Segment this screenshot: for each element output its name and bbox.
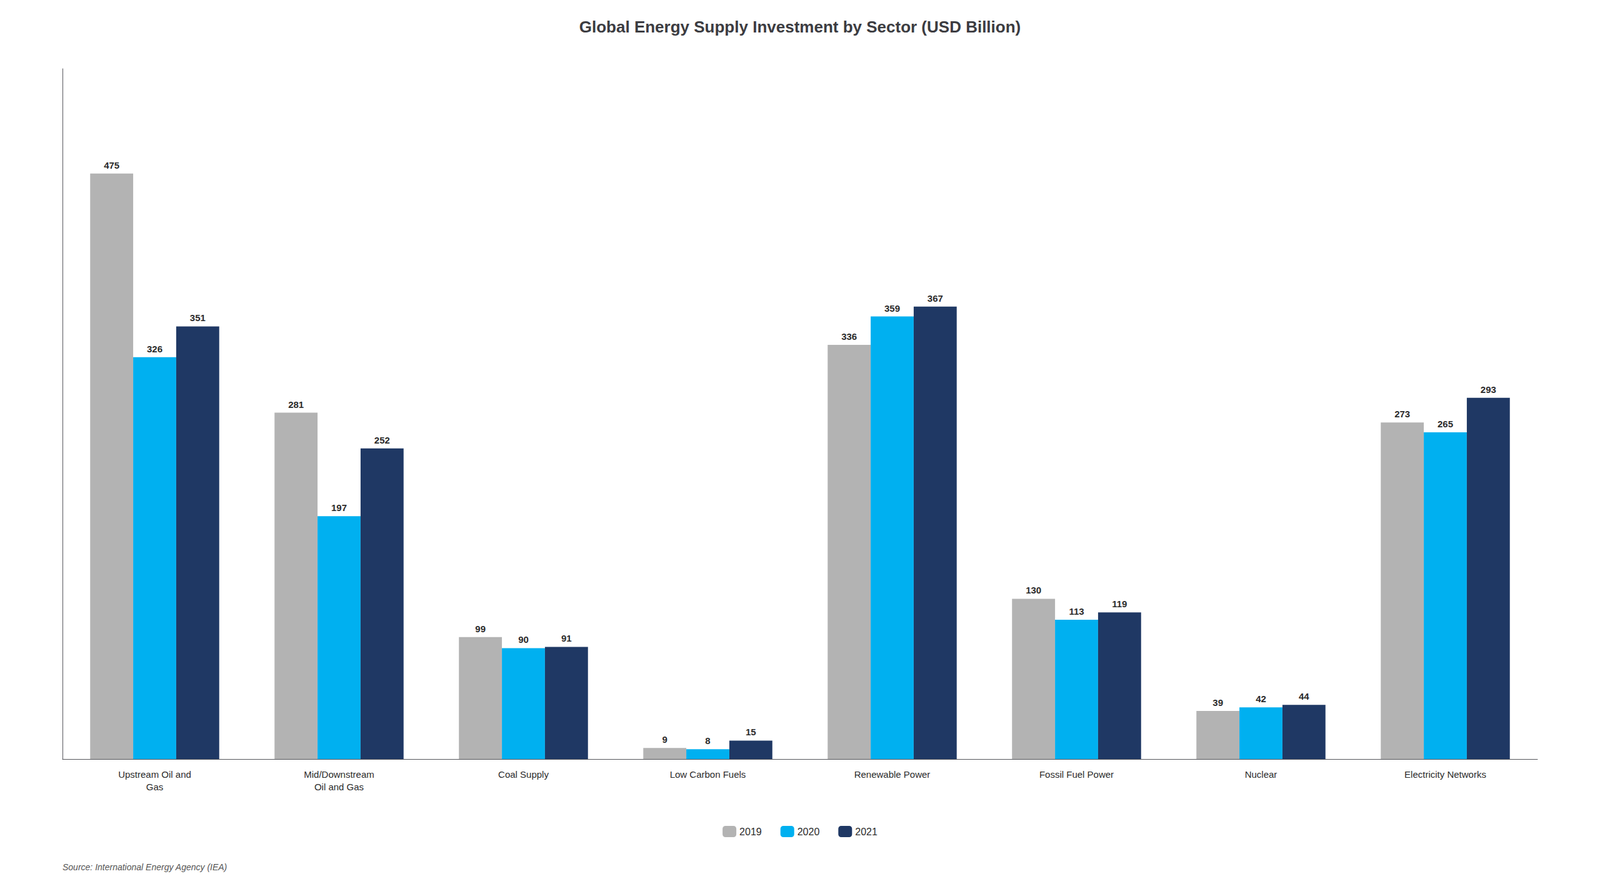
svg-text:326: 326	[146, 343, 163, 355]
svg-text:Source: International Energy A: Source: International Energy Agency (IEA…	[62, 862, 227, 873]
svg-text:Coal Supply: Coal Supply	[498, 769, 549, 780]
svg-text:Global Energy Supply Investmen: Global Energy Supply Investment by Secto…	[579, 17, 1021, 37]
svg-text:90: 90	[518, 634, 529, 645]
svg-text:475: 475	[103, 160, 120, 171]
svg-text:9: 9	[661, 734, 667, 745]
svg-text:2020: 2020	[797, 826, 820, 838]
svg-text:2021: 2021	[855, 826, 878, 838]
svg-text:119: 119	[1111, 598, 1127, 610]
svg-text:113: 113	[1068, 606, 1084, 617]
svg-text:15: 15	[745, 726, 757, 738]
svg-text:281: 281	[288, 399, 304, 410]
svg-text:Gas: Gas	[146, 781, 164, 793]
svg-text:2019: 2019	[739, 826, 762, 838]
svg-text:197: 197	[331, 502, 347, 514]
svg-text:Electricity Networks: Electricity Networks	[1404, 769, 1487, 780]
svg-text:Nuclear: Nuclear	[1245, 769, 1278, 780]
svg-text:130: 130	[1025, 585, 1042, 596]
svg-text:Fossil Fuel Power: Fossil Fuel Power	[1039, 769, 1114, 780]
svg-text:42: 42	[1255, 693, 1267, 705]
svg-text:367: 367	[927, 293, 944, 304]
svg-text:Renewable Power: Renewable Power	[854, 769, 931, 780]
svg-text:273: 273	[1394, 408, 1410, 420]
svg-text:91: 91	[561, 633, 572, 644]
svg-text:336: 336	[841, 331, 857, 342]
svg-text:252: 252	[374, 435, 390, 446]
svg-text:Upstream Oil and: Upstream Oil and	[118, 769, 192, 780]
svg-text:351: 351	[190, 312, 206, 324]
svg-text:8: 8	[705, 735, 710, 747]
svg-text:Low Carbon Fuels: Low Carbon Fuels	[670, 769, 747, 780]
svg-text:Oil and Gas: Oil and Gas	[314, 781, 364, 793]
svg-text:359: 359	[884, 303, 900, 314]
svg-text:99: 99	[475, 623, 486, 635]
svg-text:293: 293	[1480, 384, 1497, 395]
svg-text:265: 265	[1437, 418, 1454, 430]
svg-text:39: 39	[1212, 697, 1224, 709]
svg-text:Mid/Downstream: Mid/Downstream	[303, 769, 375, 780]
svg-text:44: 44	[1298, 691, 1310, 702]
